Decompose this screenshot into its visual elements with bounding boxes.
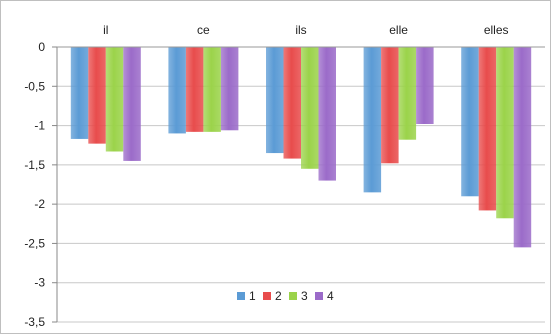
y-tick-label: -2 bbox=[34, 197, 45, 211]
y-tick-label: -1 bbox=[34, 119, 45, 133]
bar-elles-series-2 bbox=[478, 47, 497, 211]
legend-label: 1 bbox=[249, 289, 256, 303]
y-tick-label: -1,5 bbox=[24, 158, 45, 172]
bar-il-series-4 bbox=[123, 47, 141, 161]
bar-ce-series-4 bbox=[220, 47, 239, 131]
legend-swatch-3 bbox=[289, 292, 297, 300]
bar-il-series-1 bbox=[70, 47, 89, 139]
bar-il-series-2 bbox=[88, 47, 106, 144]
category-label: ce bbox=[197, 23, 210, 37]
bar-ils-series-1 bbox=[266, 47, 284, 154]
bar-elle-series-1 bbox=[363, 47, 382, 193]
bar-ils-series-2 bbox=[283, 47, 301, 159]
bar-elle-series-4 bbox=[416, 47, 434, 124]
bar-elles-series-3 bbox=[496, 47, 514, 219]
bar-ils-series-3 bbox=[301, 47, 319, 169]
y-tick-label: -2,5 bbox=[24, 236, 45, 250]
bar-ce-series-3 bbox=[203, 47, 221, 132]
y-tick-label: -0,5 bbox=[24, 79, 45, 93]
bar-il-series-3 bbox=[105, 47, 124, 152]
bars bbox=[70, 47, 532, 248]
category-label: ils bbox=[295, 23, 306, 37]
legend-label: 4 bbox=[327, 289, 334, 303]
y-tick-label: -3 bbox=[34, 276, 45, 290]
legend-swatch-1 bbox=[237, 292, 245, 300]
category-label: elle bbox=[389, 23, 408, 37]
y-tick-labels: 0 -0,5 -1 -1,5 -2 -2,5 -3 -3,5 bbox=[24, 40, 45, 329]
bar-ce-series-2 bbox=[185, 47, 204, 132]
bar-elles-series-1 bbox=[461, 47, 479, 197]
category-label: il bbox=[103, 23, 108, 37]
bar-ils-series-4 bbox=[318, 47, 336, 181]
legend-label: 3 bbox=[301, 289, 308, 303]
legend-swatch-2 bbox=[263, 292, 271, 300]
y-tick-label: -3,5 bbox=[24, 315, 45, 329]
legend-swatch-4 bbox=[315, 292, 323, 300]
category-label: elles bbox=[484, 23, 509, 37]
bar-ce-series-1 bbox=[168, 47, 186, 134]
category-labels: il ce ils elle elles bbox=[103, 23, 508, 37]
axes bbox=[56, 46, 545, 322]
bar-elles-series-4 bbox=[513, 47, 532, 248]
bar-elle-series-3 bbox=[398, 47, 417, 140]
legend: 1 2 3 4 bbox=[237, 289, 334, 303]
legend-label: 2 bbox=[275, 289, 282, 303]
bar-elle-series-2 bbox=[381, 47, 399, 164]
y-tick-label: 0 bbox=[38, 40, 45, 54]
